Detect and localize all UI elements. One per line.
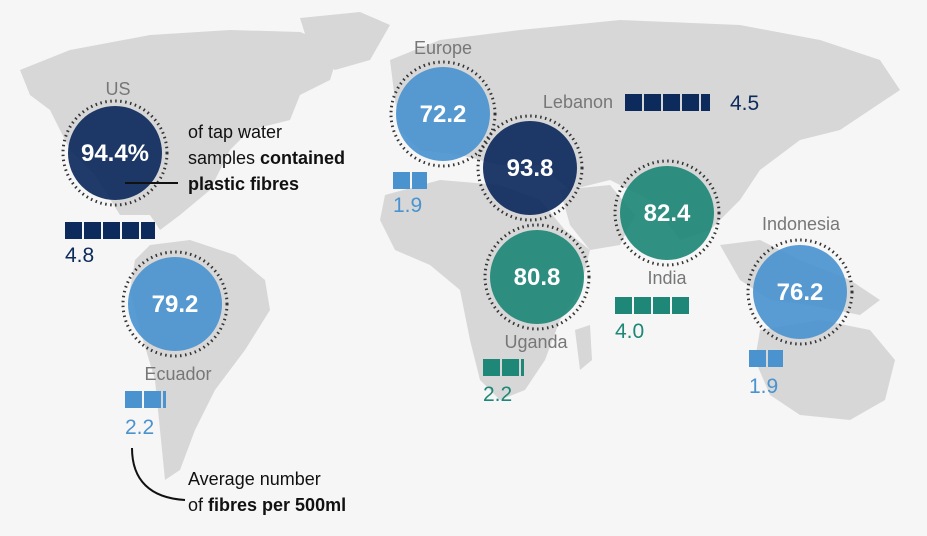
fibre-bar-indonesia [749,350,783,367]
region-name-india: India [647,268,687,288]
region-name-uganda: Uganda [504,332,568,352]
bubble-indonesia: 76.2 [746,238,854,346]
percent-note-line2-plain: samples [188,148,260,168]
fibre-square [144,391,161,408]
fibre-square [663,94,680,111]
bubble-uganda: 80.8 [483,223,591,331]
fibre-square [701,94,710,111]
fibre-value-lebanon: 4.5 [730,92,759,115]
fibre-value-ecuador: 2.2 [125,416,154,439]
fibre-square [163,391,166,408]
region-name-us: US [105,79,130,99]
bubble-value-lebanon: 93.8 [507,155,554,182]
percent-note-line2-bold: contained [260,148,345,168]
percent-note: of tap water samples contained plastic f… [188,122,345,194]
fibre-square [615,297,632,314]
fibre-square [672,297,689,314]
bubble-value-indonesia: 76.2 [777,279,824,306]
fibres-note: Average number of fibres per 500ml [188,469,346,515]
bubble-ring [476,114,584,222]
percent-note-line1: of tap water [188,122,282,142]
region-name-ecuador: Ecuador [144,364,211,384]
bubble-value-ecuador: 79.2 [152,291,199,318]
bubble-ring [746,238,854,346]
bubble-europe: 72.2 [389,60,497,168]
fibre-value-uganda: 2.2 [483,383,512,406]
region-name-lebanon: Lebanon [543,92,613,112]
fibre-bar-india [615,297,689,314]
fibre-square [644,94,661,111]
fibre-square [502,359,519,376]
bubble-value-europe: 72.2 [420,101,467,128]
region-labels: US 4.8 Europe 1.9 Lebanon 4.5 India 4.0 Uganda 2.… [65,38,841,439]
fibre-value-indonesia: 1.9 [749,375,778,398]
bubble-ring [483,223,591,331]
fibres-note-line2-bold: fibres per 500ml [208,495,346,515]
fibre-bar-us [65,222,155,239]
fibre-square [84,222,101,239]
bubble-india: 82.4 [613,159,721,267]
fibre-square [682,94,699,111]
region-name-indonesia: Indonesia [762,214,841,234]
fibre-square [625,94,642,111]
fibres-note-line1: Average number [188,469,321,489]
fibre-value-india: 4.0 [615,320,644,343]
fibre-bar-europe [393,172,427,189]
fibre-square [125,391,142,408]
fibre-square [768,350,783,367]
bubble-disc [483,121,577,215]
fibre-bar-ecuador [125,391,166,408]
bubble-value-india: 82.4 [644,200,691,227]
fibres-note-line2: of fibres per 500ml [188,495,346,515]
fibre-square [122,222,139,239]
bubble-disc [490,230,584,324]
bubble-lebanon: 93.8 [476,114,584,222]
fibre-square [749,350,766,367]
fibre-square [521,359,524,376]
fibre-square [103,222,120,239]
fibre-bar-uganda [483,359,524,376]
percent-note-line2: samples contained [188,148,345,168]
fibre-square [393,172,410,189]
bubble-value-us: 94.4% [81,140,149,167]
fibre-square [412,172,427,189]
fibres-note-connector [131,447,186,501]
fibre-markers [65,94,783,408]
bubble-disc [68,106,162,200]
bubble-ring [613,159,721,267]
bubble-disc [396,67,490,161]
bubble-ecuador: 79.2 [121,250,229,358]
fibre-square [65,222,82,239]
bubbles: 94.4% 72.2 93.8 82.4 80.8 79.2 76.2 [61,60,854,358]
region-name-europe: Europe [414,38,472,58]
bubble-ring [389,60,497,168]
bubble-ring [121,250,229,358]
fibre-square [634,297,651,314]
bubble-ring [61,99,169,207]
fibres-note-line2-plain: of [188,495,208,515]
bubble-disc [620,166,714,260]
bubble-disc [753,245,847,339]
bubble-us: 94.4% [61,99,169,207]
bubble-disc [128,257,222,351]
fibre-square [141,222,155,239]
fibre-value-europe: 1.9 [393,194,422,217]
bubble-value-uganda: 80.8 [514,264,561,291]
fibre-square [483,359,500,376]
fibre-value-us: 4.8 [65,244,94,267]
fibre-square [653,297,670,314]
fibre-bar-lebanon [625,94,710,111]
percent-note-line3: plastic fibres [188,174,299,194]
